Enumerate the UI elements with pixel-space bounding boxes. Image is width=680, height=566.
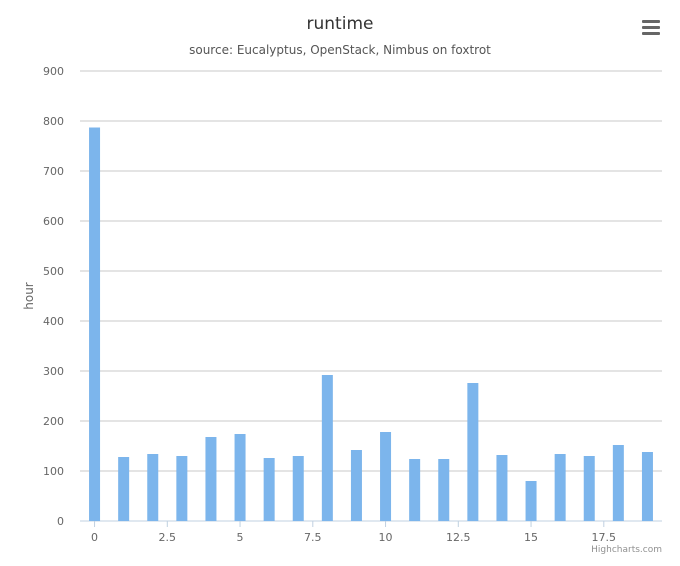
x-tick-label: 5 [237, 531, 244, 544]
x-tick-labels: 0 2.5 5 7.5 10 12.5 15 17.5 [91, 521, 616, 544]
x-tick-label: 7.5 [304, 531, 322, 544]
bar[interactable] [176, 456, 188, 521]
bar[interactable] [467, 383, 479, 521]
bar[interactable] [292, 456, 304, 521]
grid-layer [80, 70, 662, 522]
y-tick-label: 700 [43, 165, 64, 178]
bar[interactable] [321, 375, 333, 521]
bar[interactable] [554, 454, 566, 521]
y-tick-label: 100 [43, 465, 64, 478]
bar[interactable] [263, 458, 275, 521]
bar[interactable] [89, 127, 101, 522]
bar[interactable] [147, 454, 159, 521]
menu-line [642, 26, 660, 29]
chart-title: runtime [306, 14, 374, 34]
y-tick-label: 800 [43, 115, 64, 128]
y-tick-label: 400 [43, 315, 64, 328]
y-tick-label: 300 [43, 365, 64, 378]
credits-link[interactable]: Highcharts.com [591, 545, 662, 555]
bar[interactable] [496, 455, 508, 521]
x-tick-label: 12.5 [446, 531, 471, 544]
x-tick-label: 10 [379, 531, 393, 544]
menu-line [642, 20, 660, 23]
bar[interactable] [525, 481, 537, 521]
bar[interactable] [234, 434, 246, 521]
bar-layer [89, 127, 653, 522]
bar[interactable] [380, 432, 392, 521]
y-tick-label: 500 [43, 265, 64, 278]
bar[interactable] [612, 445, 624, 521]
bar[interactable] [583, 456, 595, 521]
bar[interactable] [350, 450, 362, 521]
hamburger-menu-icon[interactable] [642, 20, 660, 38]
y-tick-label: 900 [43, 65, 64, 78]
bar[interactable] [205, 437, 217, 521]
x-tick-label: 15 [524, 531, 538, 544]
bar[interactable] [641, 452, 653, 521]
y-tick-label: 600 [43, 215, 64, 228]
y-tick-labels: 0 100 200 300 400 500 600 700 800 900 [43, 65, 64, 528]
bar[interactable] [438, 459, 450, 521]
bar[interactable] [118, 457, 130, 521]
x-tick-label: 2.5 [159, 531, 177, 544]
x-tick-label: 0 [91, 531, 98, 544]
y-tick-label: 200 [43, 415, 64, 428]
y-tick-label: 0 [57, 515, 64, 528]
y-axis-label: hour [22, 282, 36, 310]
chart-subtitle: source: Eucalyptus, OpenStack, Nimbus on… [189, 43, 491, 57]
x-tick-label: 17.5 [592, 531, 617, 544]
menu-line [642, 32, 660, 35]
bar[interactable] [409, 459, 421, 521]
